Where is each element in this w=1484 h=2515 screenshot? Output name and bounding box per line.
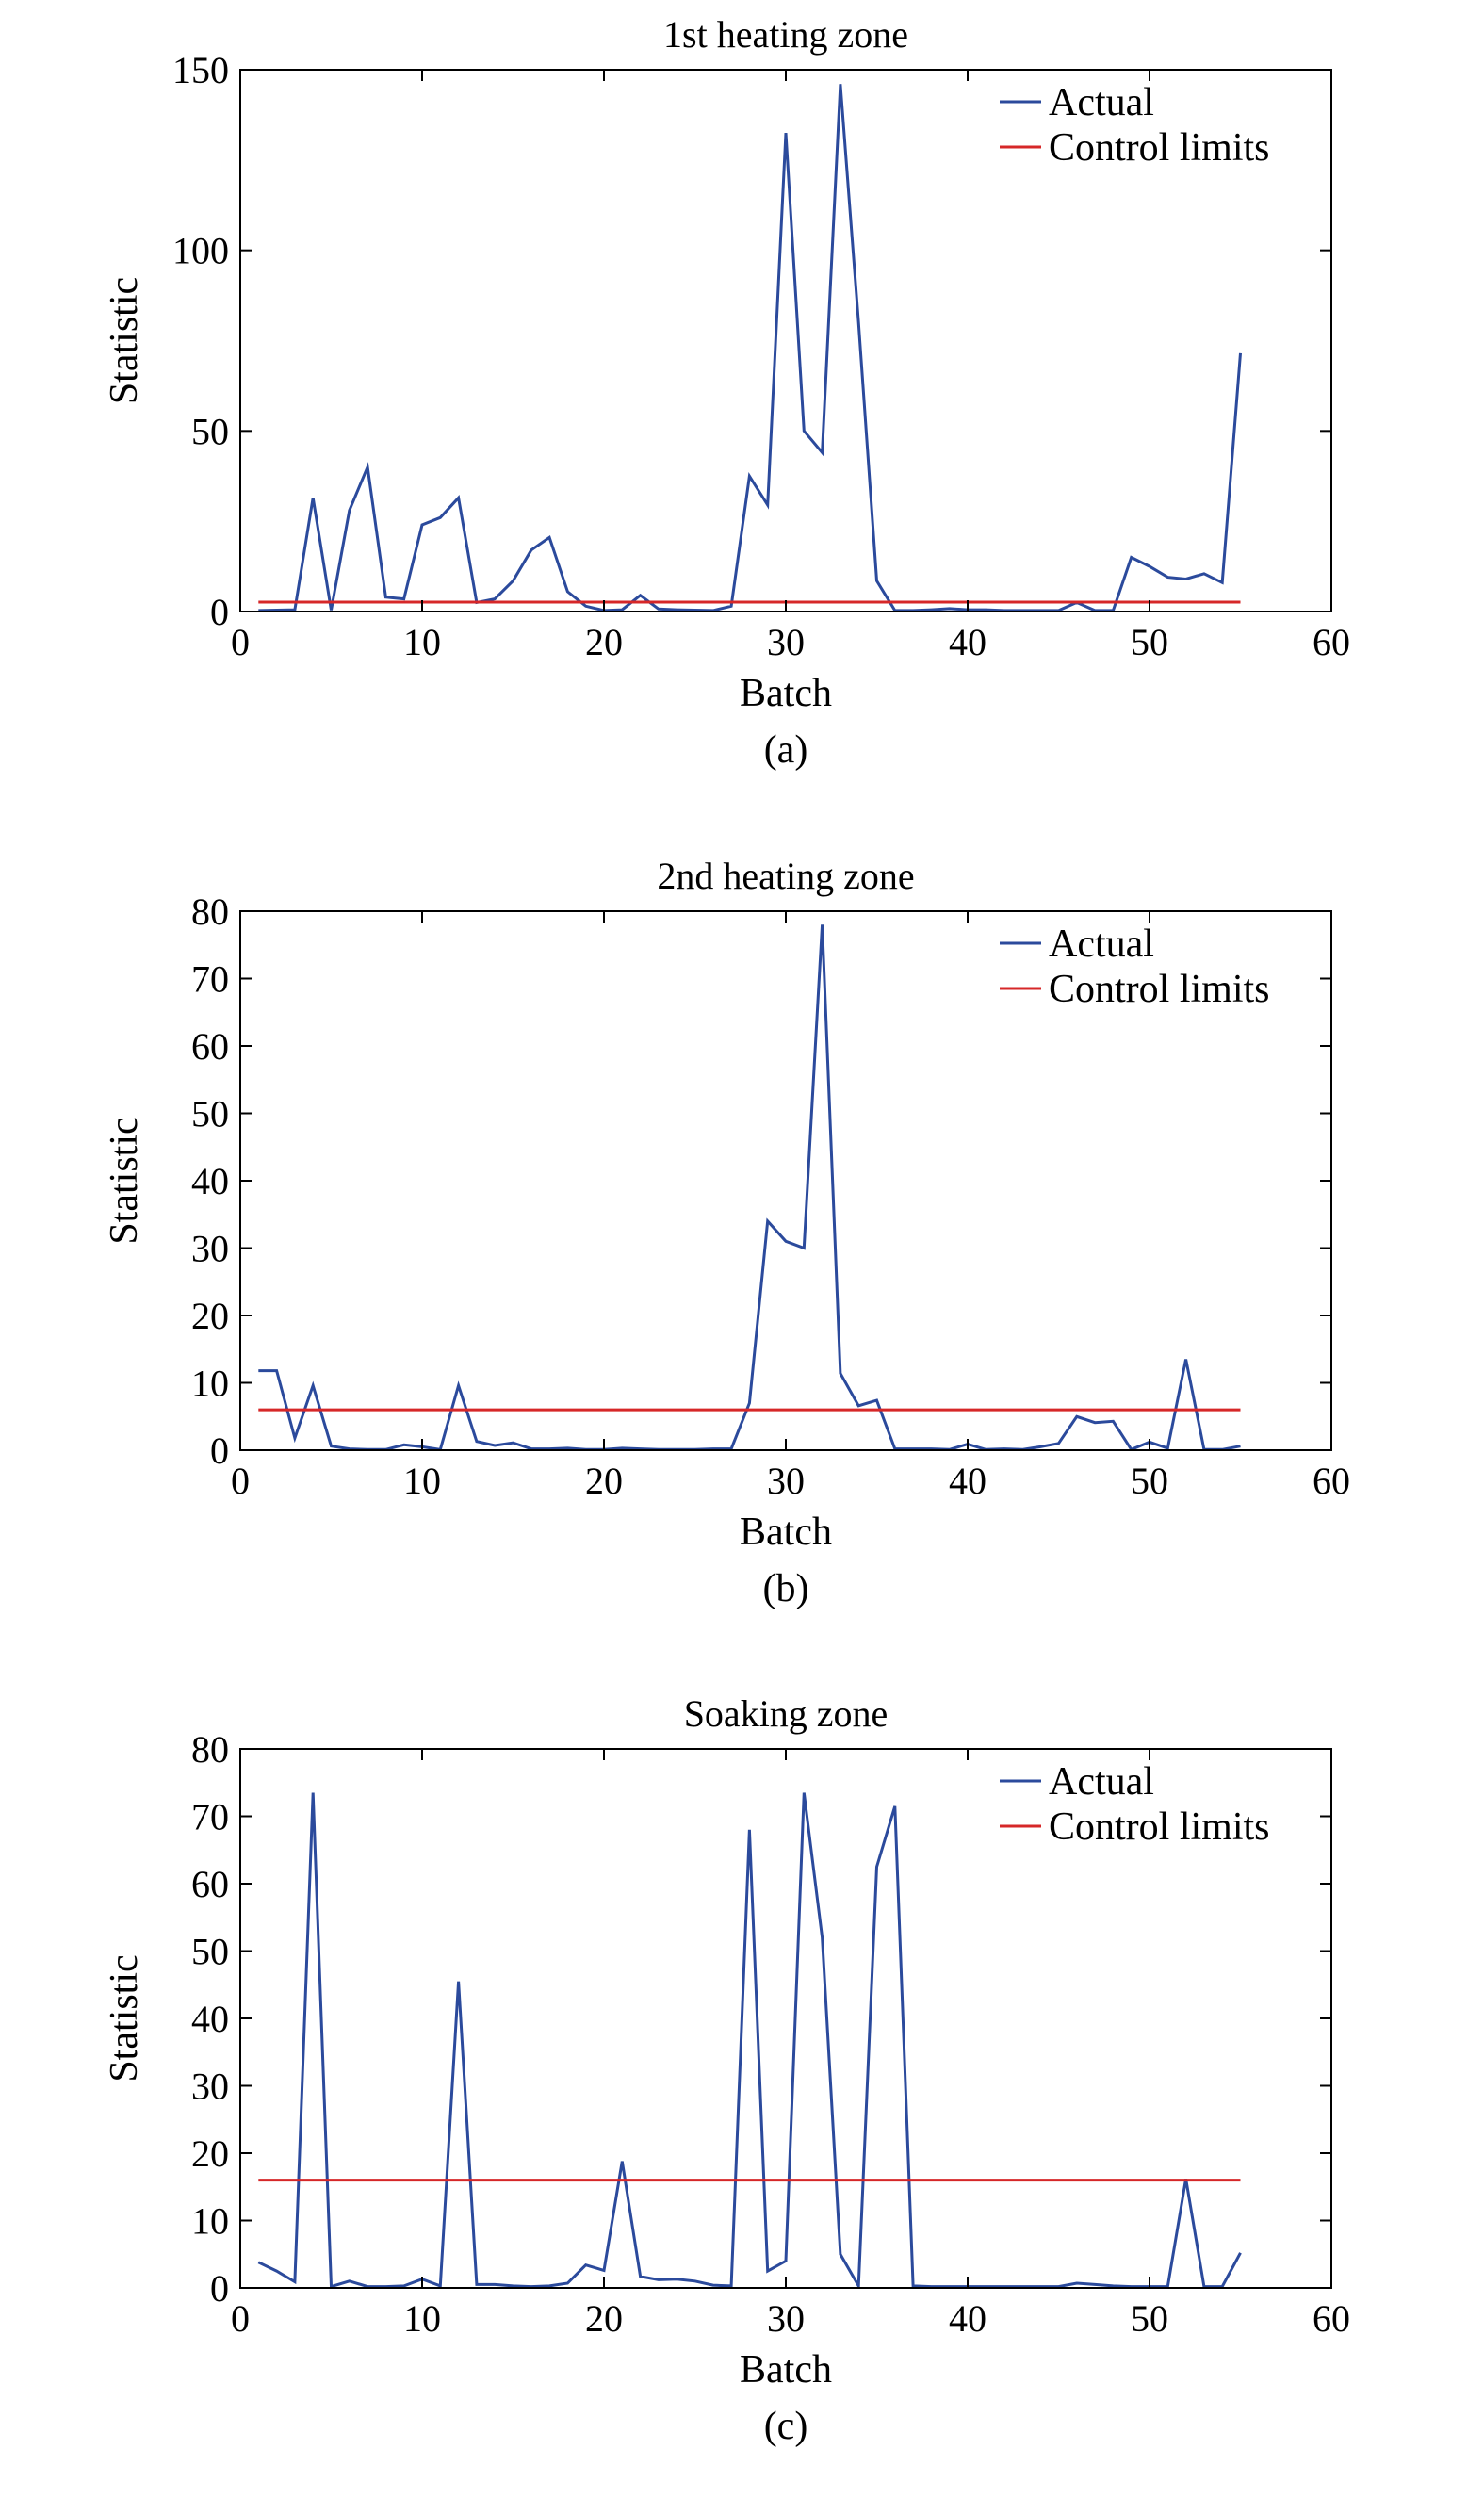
x-tick-label: 60	[1313, 621, 1350, 663]
y-tick-label: 70	[191, 958, 229, 1001]
panel-caption: (c)	[764, 2405, 808, 2448]
x-axis-label: Batch	[740, 1511, 832, 1554]
x-tick-label: 60	[1313, 1460, 1350, 1502]
x-axis-label: Batch	[740, 672, 832, 715]
x-tick-label: 50	[1131, 621, 1168, 663]
y-tick-label: 50	[191, 1093, 229, 1135]
x-tick-label: 30	[767, 621, 805, 663]
chart-title: Soaking zone	[684, 1692, 889, 1735]
y-tick-label: 60	[191, 1863, 229, 1905]
x-tick-label: 40	[949, 621, 987, 663]
legend-label: Actual	[1049, 923, 1154, 966]
y-tick-label: 50	[191, 410, 229, 452]
chart-panel-2: 2nd heating zone 0 10 20 30 40 50 60 0 10 20 30 40 50…	[103, 855, 1350, 1610]
y-tick-label: 60	[191, 1025, 229, 1068]
y-tick-label: 30	[191, 1228, 229, 1270]
y-tick-label: 80	[191, 1728, 229, 1771]
legend-label: Control limits	[1049, 968, 1270, 1011]
x-tick-label: 40	[949, 2297, 987, 2340]
legend-label: Control limits	[1049, 126, 1270, 170]
y-tick-label: 0	[210, 2267, 229, 2310]
x-tick-label: 20	[585, 621, 623, 663]
y-tick-label: 10	[191, 2200, 229, 2243]
x-tick-label: 50	[1131, 2297, 1168, 2340]
y-tick-label: 20	[191, 2132, 229, 2175]
y-tick-label: 30	[191, 2066, 229, 2108]
y-tick-label: 10	[191, 1363, 229, 1405]
x-tick-label: 0	[231, 1460, 250, 1502]
legend-label: Control limits	[1049, 1805, 1270, 1849]
x-tick-label: 40	[949, 1460, 987, 1502]
x-tick-label: 30	[767, 2297, 805, 2340]
y-axis-label: Statistic	[103, 277, 146, 404]
y-tick-label: 0	[210, 591, 229, 633]
y-tick-label: 150	[172, 49, 229, 91]
x-tick-label: 0	[231, 2297, 250, 2340]
actual-series-line	[257, 1792, 1242, 2288]
chart-panel-3: Soaking zone 0 10 20 30 40 50 60 0 10 20 30 40 50 60 70…	[103, 1692, 1350, 2448]
x-tick-label: 20	[585, 1460, 623, 1502]
chart-title: 1st heating zone	[663, 13, 908, 56]
x-tick-label: 60	[1313, 2297, 1350, 2340]
x-tick-label: 20	[585, 2297, 623, 2340]
y-axis-label: Statistic	[103, 1117, 146, 1244]
x-tick-label: 10	[403, 1460, 441, 1502]
y-tick-label: 80	[191, 890, 229, 933]
x-tick-label: 10	[403, 2297, 441, 2340]
y-tick-label: 40	[191, 1998, 229, 2040]
x-tick-label: 0	[231, 621, 250, 663]
legend-label: Actual	[1049, 81, 1154, 124]
x-tick-label: 10	[403, 621, 441, 663]
y-tick-label: 50	[191, 1931, 229, 1973]
y-axis-label: Statistic	[103, 1954, 146, 2082]
panel-caption: (b)	[763, 1567, 809, 1610]
y-tick-label: 0	[210, 1429, 229, 1472]
x-tick-label: 50	[1131, 1460, 1168, 1502]
y-tick-label: 20	[191, 1295, 229, 1337]
x-tick-label: 30	[767, 1460, 805, 1502]
chart-panel-1: 1st heating zone 0 10 20 30 40 50 60 0 50 100 150 Ba…	[103, 13, 1350, 772]
chart-title: 2nd heating zone	[657, 855, 914, 897]
y-tick-label: 100	[172, 230, 229, 272]
panel-caption: (a)	[764, 728, 808, 772]
y-tick-label: 70	[191, 1796, 229, 1838]
x-axis-label: Batch	[740, 2348, 832, 2392]
y-tick-label: 40	[191, 1160, 229, 1202]
legend-label: Actual	[1049, 1760, 1154, 1804]
